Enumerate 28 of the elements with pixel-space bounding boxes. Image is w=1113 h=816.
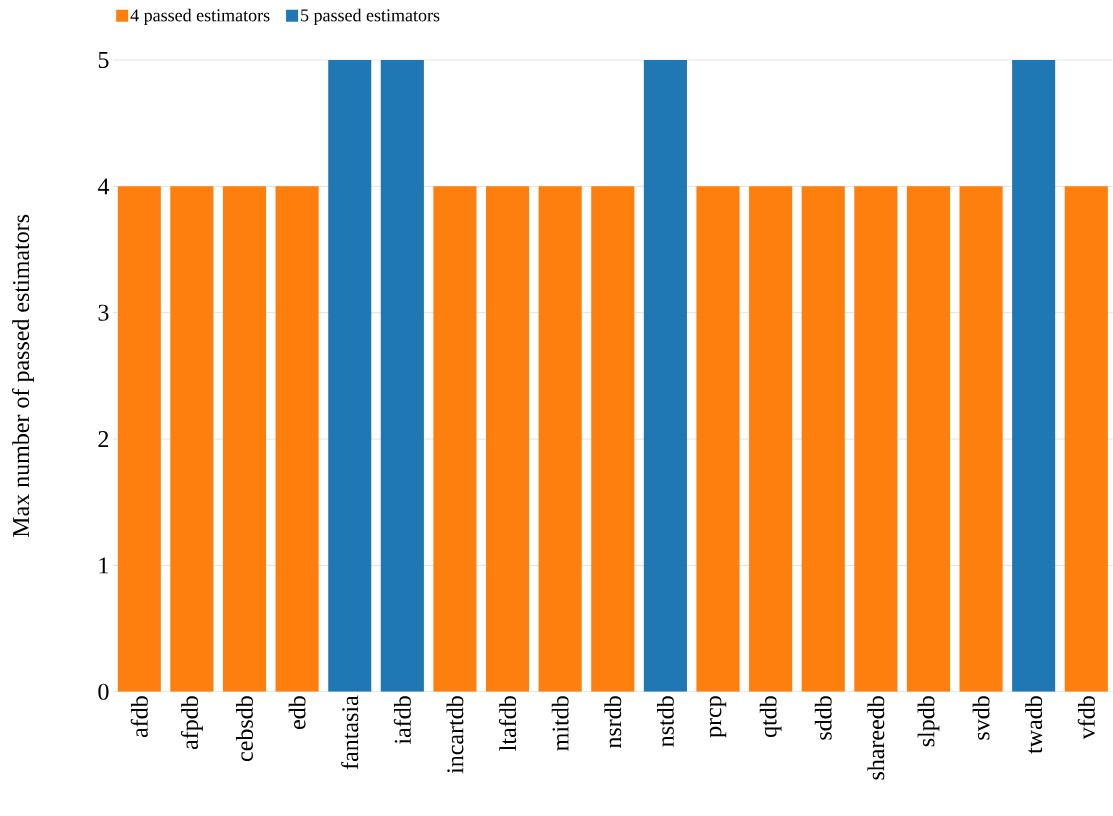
y-tick-label: 2 bbox=[98, 431, 109, 448]
x-tick-label: ltafdb bbox=[499, 696, 517, 751]
y-axis-title: Max number of passed estimators bbox=[12, 214, 34, 538]
x-tick-label: iafdb bbox=[393, 696, 411, 745]
x-tick-label: prcp bbox=[709, 696, 727, 738]
x-tick-label: incartdb bbox=[446, 696, 464, 774]
x-tick-label: nsrdb bbox=[604, 696, 622, 749]
x-tick-label: cebsdb bbox=[236, 696, 253, 762]
x-tick-label: fantasia bbox=[341, 695, 359, 770]
x-tick-label: afpdb bbox=[180, 696, 203, 750]
x-tick-label: afdb bbox=[130, 696, 148, 738]
x-tick-label: edb bbox=[288, 696, 306, 730]
y-tick-label: 5 bbox=[98, 52, 109, 69]
legend-label: 4 passed estimators bbox=[130, 8, 270, 26]
y-tick-label: 4 bbox=[97, 178, 110, 195]
x-tick-label: qtdb bbox=[759, 696, 782, 738]
x-tick-label: svdb bbox=[972, 696, 990, 740]
x-tick-label: slpdb bbox=[917, 696, 940, 747]
legend-label: 5 passed estimators bbox=[301, 8, 440, 26]
x-tick-label: shareedb bbox=[867, 696, 885, 780]
x-tick-label: sddb bbox=[814, 696, 832, 740]
x-tick-label: vfdb bbox=[1077, 696, 1095, 740]
x-tick-label: mitdb bbox=[551, 696, 569, 751]
x-tick-label: twadb bbox=[1025, 696, 1043, 754]
y-tick-label: 1 bbox=[99, 557, 108, 574]
x-tick-label: nstdb bbox=[656, 696, 674, 747]
y-tick-label: 3 bbox=[98, 304, 109, 321]
y-tick-label: 0 bbox=[98, 683, 109, 700]
